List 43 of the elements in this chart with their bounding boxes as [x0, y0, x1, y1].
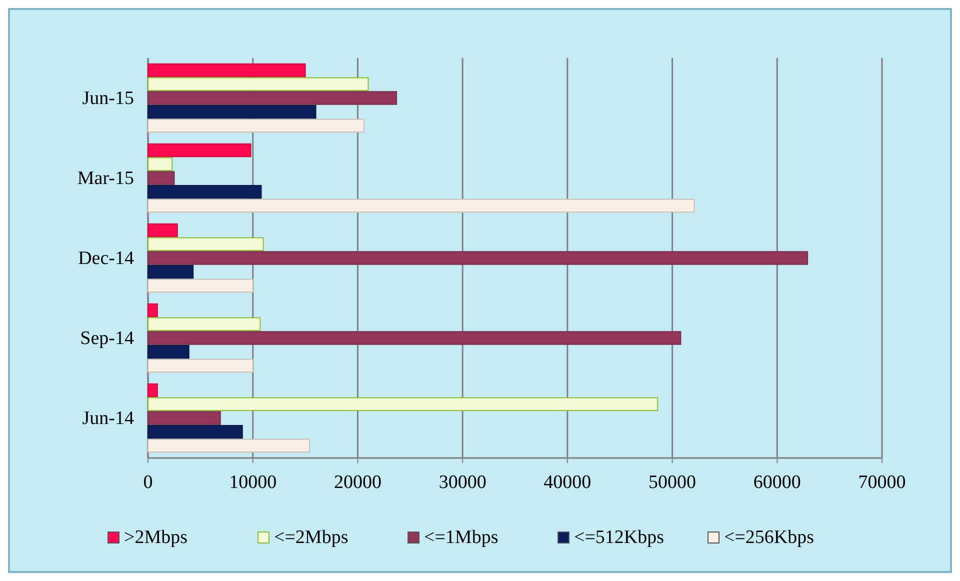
bar — [148, 171, 175, 185]
bar — [148, 157, 173, 172]
bar — [148, 184, 262, 199]
x-tick-label: 0 — [143, 472, 153, 493]
bar — [148, 104, 316, 119]
bar — [148, 331, 682, 345]
bar — [148, 344, 190, 359]
x-tick-label: 70000 — [858, 472, 906, 493]
y-tick-label: Mar-15 — [77, 168, 134, 189]
bar — [148, 438, 310, 453]
bar — [148, 251, 808, 265]
legend-label: <=1Mbps — [424, 527, 498, 548]
bar — [148, 63, 306, 78]
x-tick-label: 30000 — [438, 472, 486, 493]
bar — [148, 237, 264, 252]
y-tick-label: Dec-14 — [78, 248, 134, 269]
bar — [148, 317, 261, 332]
y-tick-label: Jun-14 — [82, 408, 134, 429]
bar — [148, 264, 194, 279]
y-tick-label: Jun-15 — [82, 88, 134, 109]
bar — [148, 303, 158, 318]
x-tick-label: 10000 — [229, 472, 277, 493]
bar — [148, 358, 254, 373]
y-tick-label: Sep-14 — [80, 328, 134, 349]
bar — [148, 223, 178, 238]
legend-label: <=512Kbps — [574, 527, 664, 548]
x-tick-label: 20000 — [334, 472, 382, 493]
x-tick-label: 60000 — [753, 472, 801, 493]
x-tick-label: 40000 — [544, 472, 592, 493]
bar — [148, 383, 158, 398]
bar — [148, 397, 658, 412]
x-tick-label: 50000 — [648, 472, 696, 493]
bar — [148, 424, 243, 439]
bar — [148, 143, 252, 158]
legend-label: >2Mbps — [124, 527, 188, 548]
bar — [148, 278, 254, 293]
legend-label: <=2Mbps — [274, 527, 348, 548]
bar — [148, 118, 365, 133]
bar — [148, 91, 398, 105]
bar — [148, 411, 221, 425]
bar — [148, 77, 369, 92]
legend-label: <=256Kbps — [724, 527, 814, 548]
bar — [148, 198, 695, 213]
